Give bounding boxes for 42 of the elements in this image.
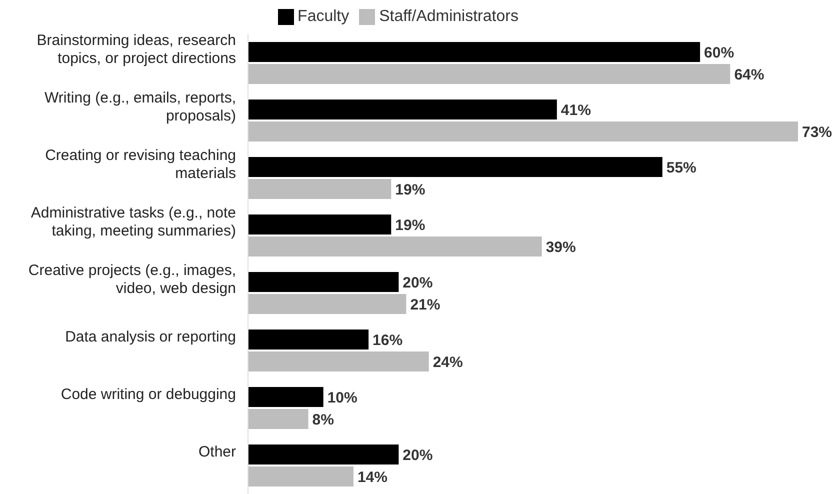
y-tick-label: Data analysis or reporting (65, 328, 236, 346)
data-label: 24% (432, 354, 463, 371)
y-tick-label: Writing (e.g., emails, reports, proposals) (44, 90, 236, 124)
data-label: 64% (734, 66, 764, 84)
data-label: 73% (802, 124, 832, 141)
bar (248, 272, 399, 292)
data-label: 39% (546, 238, 576, 256)
bar (248, 157, 662, 178)
data-label: 16% (372, 332, 403, 349)
bar (248, 330, 369, 350)
data-label: 20% (402, 274, 433, 292)
legend-label: Staff/Administrators (379, 8, 518, 25)
data-label: 21% (410, 296, 440, 314)
y-tick-label: Code writing or debugging (60, 386, 236, 403)
bar (248, 42, 700, 62)
data-label: 14% (357, 468, 388, 486)
bar (248, 352, 429, 372)
y-tick-label: Administrative tasks (e.g., note taking, meeting summaries) (30, 204, 236, 240)
y-tick-label: Other (198, 444, 236, 460)
data-label: 55% (666, 159, 696, 176)
y-tick-label: Creative projects (e.g., images, video, web design (28, 262, 236, 297)
bar (248, 179, 392, 200)
data-label: 19% (395, 216, 426, 234)
bar (248, 387, 324, 408)
bar (248, 294, 406, 314)
data-label: 20% (402, 446, 433, 464)
bar (248, 466, 354, 487)
bar (248, 214, 392, 235)
bar (248, 122, 798, 142)
y-tick-label: Creating or revising teaching materials (45, 147, 236, 182)
bar (248, 409, 308, 430)
bar (248, 236, 542, 257)
data-label: 10% (327, 389, 358, 406)
bar (248, 100, 557, 120)
bar (248, 444, 399, 465)
bar (248, 64, 730, 84)
data-label: 19% (395, 181, 426, 198)
data-label: 8% (312, 411, 334, 428)
legend-label: Faculty (298, 8, 350, 25)
y-tick-label: Brainstorming ideas, research topics, or project directions (36, 32, 236, 67)
data-label: 60% (704, 44, 734, 62)
data-label: 41% (560, 102, 591, 119)
